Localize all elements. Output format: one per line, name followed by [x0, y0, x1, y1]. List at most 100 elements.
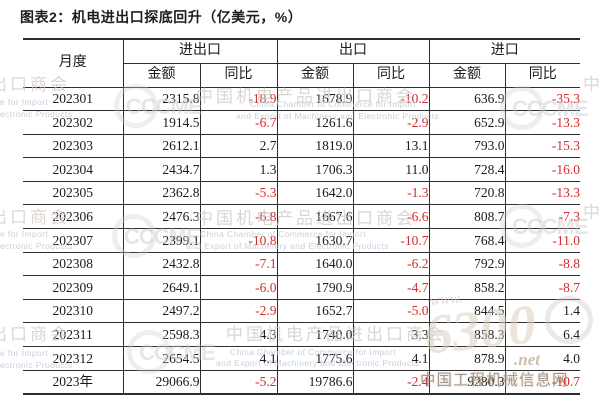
table-row: 202310 2497.2 -2.9 1652.7 -5.0 844.5 1.4	[23, 298, 580, 324]
value-cell: 858.3	[428, 322, 506, 348]
value-cell: 6.4	[504, 322, 580, 348]
value-cell: 2315.8	[122, 86, 201, 112]
value-cell: 636.9	[428, 86, 506, 112]
value-cell: 2399.1	[122, 228, 201, 253]
value-cell: 11.0	[352, 157, 430, 182]
header-amount: 金额	[276, 62, 354, 88]
value-cell: -6.6	[352, 204, 430, 230]
header-yoy: 同比	[199, 62, 278, 88]
value-cell: -10.2	[352, 86, 430, 112]
value-cell: 1678.9	[276, 86, 354, 112]
value-cell: -15.3	[504, 133, 580, 159]
value-cell: -10.7	[352, 228, 430, 253]
value-cell: 1630.7	[276, 228, 354, 253]
value-cell: 1914.5	[122, 110, 201, 135]
header-month: 月度	[23, 38, 124, 88]
header-yoy: 同比	[504, 62, 580, 88]
value-cell: 1667.6	[276, 204, 354, 230]
value-cell: 793.0	[428, 133, 506, 159]
value-cell: 19786.6	[276, 369, 354, 395]
value-cell: 2476.3	[122, 204, 201, 230]
value-cell: -10.8	[199, 228, 278, 253]
value-cell: 652.9	[428, 110, 506, 135]
value-cell: -2.9	[352, 110, 430, 135]
value-cell: -2.9	[199, 298, 278, 324]
table-row: 202308 2432.8 -7.1 1640.0 -6.2 792.9 -8.…	[23, 251, 580, 277]
value-cell: -6.2	[352, 251, 430, 277]
value-cell: 1.3	[199, 157, 278, 182]
value-cell: -13.3	[504, 180, 580, 206]
value-cell: 2434.7	[122, 157, 201, 182]
table-row: 202306 2476.3 -6.8 1667.6 -6.6 808.7 -7.…	[23, 204, 580, 230]
value-cell: 29066.9	[122, 369, 201, 395]
value-cell: 858.2	[428, 275, 506, 300]
table-row: 202304 2434.7 1.3 1706.3 11.0 728.4 -16.…	[23, 157, 580, 182]
value-cell: -18.9	[199, 86, 278, 112]
figure-title: 图表2：机电进出口探底回升（亿美元，%）	[20, 9, 303, 25]
value-cell: 2.7	[199, 133, 278, 159]
value-cell: -7.3	[504, 204, 580, 230]
value-cell: 808.7	[428, 204, 506, 230]
month-cell: 202303	[23, 133, 124, 159]
value-cell: -5.0	[352, 298, 430, 324]
value-cell: -5.2	[199, 369, 278, 395]
month-cell: 202305	[23, 180, 124, 206]
cccme-watermark-text: 中	[583, 75, 600, 94]
value-cell: -2.4	[352, 369, 430, 395]
value-cell: 2612.1	[122, 133, 201, 159]
value-cell: -8.8	[504, 251, 580, 277]
value-cell: 1819.0	[276, 133, 354, 159]
value-cell: 1642.0	[276, 180, 354, 206]
value-cell: 1740.0	[276, 322, 354, 348]
table-row-total: 2023年 29066.9 -5.2 19786.6 -2.4 9280.3 -…	[23, 369, 580, 395]
header-amount: 金额	[428, 62, 506, 88]
month-cell: 202302	[23, 110, 124, 135]
month-cell: 202311	[23, 322, 124, 348]
value-cell: 844.5	[428, 298, 506, 324]
value-cell: 4.1	[352, 346, 430, 371]
value-cell: 1.4	[504, 298, 580, 324]
cccme-watermark-text: 中	[583, 203, 600, 222]
value-cell: 1775.6	[276, 346, 354, 371]
header-amount: 金额	[123, 62, 201, 88]
value-cell: 2497.2	[122, 298, 201, 324]
table-row: 202303 2612.1 2.7 1819.0 13.1 793.0 -15.…	[23, 133, 580, 159]
value-cell: 1790.9	[276, 275, 354, 300]
month-cell: 2023年	[23, 369, 124, 395]
value-cell: 3.3	[352, 322, 430, 348]
value-cell: 2362.8	[122, 180, 201, 206]
month-cell: 202309	[23, 275, 124, 300]
value-cell: -6.8	[199, 204, 278, 230]
value-cell: 9280.3	[428, 369, 506, 395]
month-cell: 202307	[23, 228, 124, 253]
table-row: 202302 1914.5 -6.7 1261.6 -2.9 652.9 -13…	[23, 110, 580, 135]
table-header-row-groups: 月度 进出口 出口 进口	[23, 38, 580, 88]
value-cell: -6.0	[199, 275, 278, 300]
value-cell: 4.1	[199, 346, 278, 371]
value-cell: -4.7	[352, 275, 430, 300]
month-cell: 202304	[23, 157, 124, 182]
month-cell: 202301	[23, 86, 124, 112]
value-cell: 2598.3	[122, 322, 201, 348]
value-cell: 13.1	[352, 133, 430, 159]
value-cell: -5.3	[199, 180, 278, 206]
table-row: 202309 2649.1 -6.0 1790.9 -4.7 858.2 -8.…	[23, 275, 580, 300]
value-cell: 1706.3	[276, 157, 354, 182]
value-cell: 720.8	[428, 180, 506, 206]
month-cell: 202308	[23, 251, 124, 277]
header-group-export: 出口	[276, 38, 430, 64]
value-cell: 2649.1	[122, 275, 201, 300]
value-cell: -6.7	[199, 110, 278, 135]
table-row: 202311 2598.3 4.3 1740.0 3.3 858.3 6.4	[23, 322, 580, 348]
value-cell: -10.7	[504, 369, 580, 395]
header-group-import: 进口	[428, 38, 580, 64]
value-cell: 4.3	[199, 322, 278, 348]
value-cell: 2432.8	[122, 251, 201, 277]
value-cell: -16.0	[504, 157, 580, 182]
value-cell: -8.7	[504, 275, 580, 300]
value-cell: -11.0	[504, 228, 580, 253]
value-cell: 1261.6	[276, 110, 354, 135]
value-cell: -35.3	[504, 86, 580, 112]
value-cell: 4.0	[504, 346, 580, 371]
